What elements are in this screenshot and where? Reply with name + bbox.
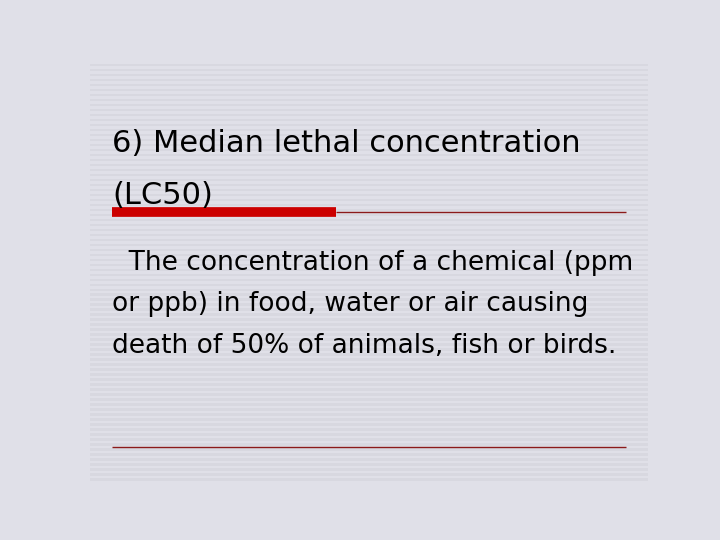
Bar — [90, 79, 648, 82]
Bar — [90, 399, 648, 401]
Bar — [90, 279, 648, 281]
Bar — [90, 188, 648, 191]
Bar — [90, 184, 648, 186]
Bar — [90, 343, 648, 346]
Bar — [90, 104, 648, 106]
Bar — [90, 274, 648, 276]
Text: The concentration of a chemical (ppm: The concentration of a chemical (ppm — [112, 250, 634, 276]
Bar — [90, 373, 648, 376]
Bar — [90, 179, 648, 181]
Bar — [90, 154, 648, 156]
Bar — [90, 463, 648, 465]
Bar — [90, 478, 648, 481]
Bar — [90, 139, 648, 141]
Bar — [90, 403, 648, 406]
Bar — [90, 313, 648, 316]
Bar — [90, 303, 648, 306]
Bar — [90, 363, 648, 366]
Bar — [90, 368, 648, 371]
Bar — [90, 199, 648, 201]
Text: 6) Median lethal concentration: 6) Median lethal concentration — [112, 129, 581, 158]
Bar — [90, 159, 648, 161]
Bar — [90, 379, 648, 381]
Bar — [90, 149, 648, 151]
Bar — [90, 228, 648, 231]
Bar — [90, 323, 648, 326]
Bar — [90, 448, 648, 451]
Bar — [90, 308, 648, 311]
Bar — [90, 69, 648, 71]
Bar — [90, 348, 648, 351]
Bar — [90, 328, 648, 331]
Bar — [90, 453, 648, 456]
Bar — [90, 383, 648, 386]
Bar — [90, 124, 648, 126]
Bar — [90, 89, 648, 91]
Bar — [90, 94, 648, 97]
Bar — [90, 438, 648, 441]
Bar — [90, 244, 648, 246]
Bar — [90, 433, 648, 436]
Bar — [90, 248, 648, 251]
Bar — [90, 239, 648, 241]
Bar — [90, 84, 648, 86]
Bar — [90, 259, 648, 261]
Bar — [90, 74, 648, 77]
Bar — [90, 224, 648, 226]
Bar — [90, 284, 648, 286]
Bar — [90, 418, 648, 421]
Bar — [90, 109, 648, 111]
Bar — [90, 129, 648, 131]
Bar — [90, 254, 648, 256]
Text: (LC50): (LC50) — [112, 181, 213, 210]
Bar — [90, 353, 648, 356]
Bar — [90, 214, 648, 216]
Bar — [90, 164, 648, 166]
Bar — [90, 268, 648, 271]
Bar — [90, 288, 648, 291]
Bar — [90, 168, 648, 171]
Bar — [90, 319, 648, 321]
Bar — [90, 333, 648, 336]
Bar — [90, 264, 648, 266]
Bar — [90, 413, 648, 416]
Bar — [90, 423, 648, 426]
Bar — [90, 174, 648, 176]
Bar — [90, 458, 648, 461]
Bar — [90, 473, 648, 476]
Bar — [90, 468, 648, 471]
Bar — [90, 134, 648, 136]
Bar — [90, 293, 648, 296]
Bar — [90, 114, 648, 116]
Text: death of 50% of animals, fish or birds.: death of 50% of animals, fish or birds. — [112, 333, 617, 359]
Bar — [90, 359, 648, 361]
Bar — [90, 144, 648, 146]
Bar — [90, 339, 648, 341]
Bar — [90, 64, 648, 66]
Bar — [90, 393, 648, 396]
Bar — [90, 428, 648, 431]
Bar — [90, 299, 648, 301]
Bar — [90, 408, 648, 411]
Bar — [90, 204, 648, 206]
Bar — [90, 388, 648, 391]
Bar — [90, 99, 648, 102]
Bar — [90, 443, 648, 446]
Bar — [90, 234, 648, 236]
Bar — [90, 208, 648, 211]
Text: or ppb) in food, water or air causing: or ppb) in food, water or air causing — [112, 292, 589, 318]
Bar — [90, 119, 648, 122]
Bar — [90, 219, 648, 221]
Bar — [90, 194, 648, 196]
